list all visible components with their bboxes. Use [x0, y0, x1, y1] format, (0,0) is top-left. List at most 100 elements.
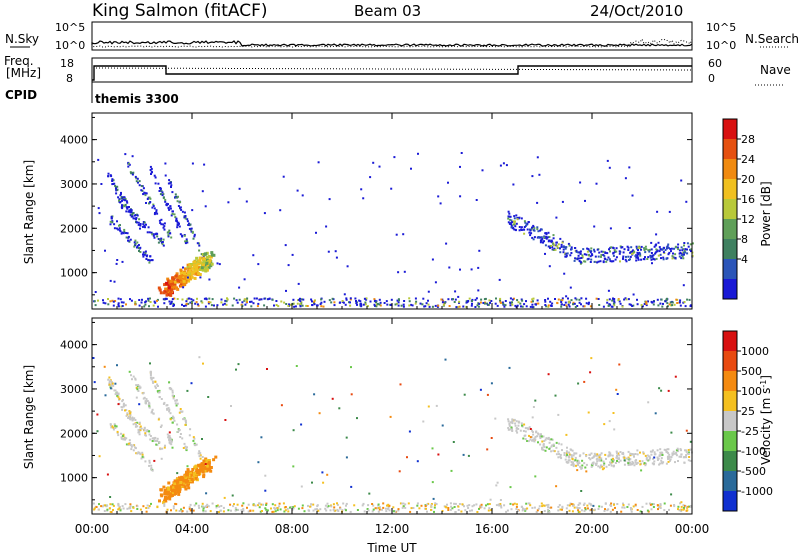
echo-cell — [505, 510, 508, 513]
echo-cell — [522, 507, 524, 510]
echo-cell — [645, 462, 647, 465]
echo-cell — [118, 198, 121, 201]
echo-cell — [180, 475, 184, 479]
echo-cell — [595, 297, 598, 300]
echo-cell — [602, 261, 605, 264]
echo-cell — [559, 455, 562, 458]
echo-cell — [178, 222, 180, 225]
echo-cell — [164, 174, 167, 177]
echo-cell — [199, 452, 202, 455]
echo-cell — [263, 212, 266, 215]
echo-cell — [617, 299, 620, 302]
echo-cell — [315, 508, 318, 511]
echo-cell — [238, 286, 241, 289]
echo-cell — [625, 457, 628, 460]
echo-cell — [157, 418, 160, 421]
x-tick-label: 16:00 — [475, 522, 510, 536]
echo-cell — [172, 397, 175, 400]
echo-cell — [125, 210, 128, 213]
echo-cell — [544, 304, 547, 306]
echo-cell — [533, 440, 536, 443]
echo-cell — [120, 436, 123, 439]
echo-cell — [128, 163, 131, 166]
echo-cell — [631, 194, 634, 197]
echo-cell — [514, 229, 517, 232]
echo-cell — [176, 479, 180, 483]
echo-cell — [543, 504, 546, 507]
echo-cell — [112, 426, 115, 429]
echo-cell — [163, 504, 166, 507]
echo-cell — [341, 509, 344, 512]
echo-cell — [278, 502, 281, 505]
echo-cell — [121, 231, 124, 234]
echo-cell — [163, 302, 166, 305]
echo-cell — [558, 442, 560, 445]
echo-cell — [509, 297, 512, 300]
echo-cell — [565, 246, 568, 249]
echo-cell — [257, 461, 260, 464]
echo-cell — [161, 243, 164, 246]
echo-cell — [162, 238, 165, 241]
echo-cell — [142, 225, 144, 228]
echo-cell — [174, 492, 178, 496]
velocity-colorbar-label: Velocity [m s-1] — [759, 375, 774, 465]
echo-cell — [617, 461, 620, 464]
echo-cell — [504, 304, 507, 307]
echo-cell — [360, 303, 363, 306]
echo-cell — [119, 508, 122, 511]
echo-cell — [97, 158, 100, 161]
echo-cell — [190, 275, 194, 279]
echo-cell — [480, 503, 483, 506]
echo-cell — [106, 473, 109, 476]
echo-cell — [129, 442, 132, 445]
echo-cell — [334, 250, 337, 253]
echo-cell — [653, 258, 656, 261]
echo-cell — [266, 298, 269, 301]
echo-cell — [640, 469, 643, 472]
echo-cell — [632, 453, 635, 456]
echo-cell — [138, 250, 140, 252]
echo-cell — [641, 505, 644, 508]
echo-cell — [209, 301, 212, 304]
echo-cell — [149, 165, 152, 168]
echo-cell — [644, 454, 647, 457]
echo-cell — [627, 298, 630, 301]
echo-cell — [117, 196, 120, 199]
echo-cell — [653, 456, 656, 459]
echo-cell — [579, 250, 582, 253]
echo-cell — [691, 242, 694, 245]
y-tick-label: 3000 — [60, 383, 88, 396]
echo-cell — [665, 246, 668, 249]
freq-tick-bottom: 8 — [66, 72, 73, 85]
echo-cell — [313, 303, 316, 306]
echo-cell — [122, 438, 125, 441]
echo-cell — [179, 410, 182, 413]
echo-cell — [355, 300, 357, 302]
echo-cell — [568, 244, 571, 247]
echo-cell — [612, 252, 615, 255]
echo-cell — [360, 305, 363, 308]
echo-cell — [314, 508, 317, 511]
echo-cell — [183, 271, 186, 275]
echo-cell — [181, 210, 184, 213]
echo-cell — [543, 445, 546, 448]
echo-cell — [154, 301, 157, 304]
echo-cell — [164, 298, 167, 301]
echo-cell — [512, 183, 515, 186]
echo-cell — [118, 505, 121, 508]
colorbar-swatch — [723, 491, 737, 511]
echo-cell — [538, 435, 541, 438]
echo-cell — [384, 507, 387, 510]
echo-cell — [683, 506, 685, 509]
echo-cell — [686, 252, 689, 255]
echo-cell — [128, 206, 130, 208]
echo-cell — [192, 266, 196, 270]
echo-cell — [132, 375, 135, 378]
echo-cell — [441, 424, 444, 427]
echo-cell — [682, 508, 685, 511]
echo-cell — [527, 440, 530, 443]
echo-cell — [187, 302, 190, 305]
echo-cell — [507, 420, 510, 423]
echo-cell — [276, 509, 279, 512]
echo-cell — [689, 304, 692, 307]
